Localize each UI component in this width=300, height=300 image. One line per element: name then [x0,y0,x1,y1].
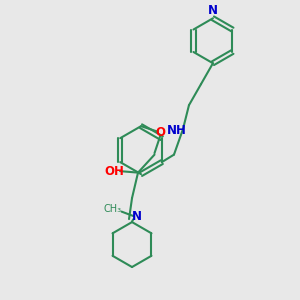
Text: O: O [155,126,166,139]
Text: CH₃: CH₃ [103,204,122,214]
Text: NH: NH [167,124,187,137]
Text: N: N [131,210,142,223]
Text: N: N [208,4,218,17]
Text: OH: OH [104,165,124,178]
